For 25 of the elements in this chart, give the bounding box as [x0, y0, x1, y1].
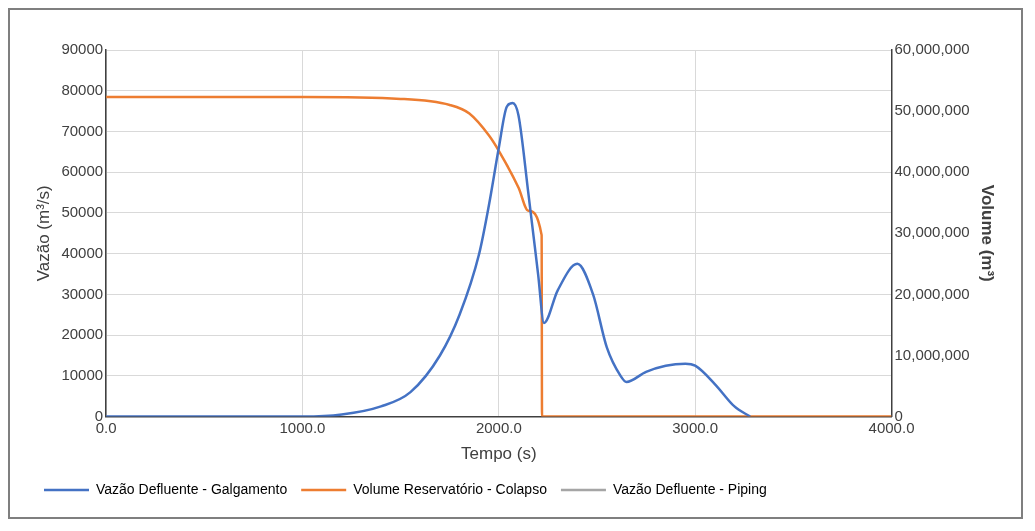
y-axis-title: Vazão (m³/s) [33, 185, 53, 282]
y-tick-label: 60000 [61, 162, 104, 180]
y2-axis-title: Volume (m³) [978, 184, 998, 282]
x-tick-label: 2000.0 [475, 418, 522, 436]
x-axis-title: Tempo (s) [461, 444, 537, 464]
y2-tick-label: 10,000,000 [894, 345, 970, 363]
y-tick-label: 70000 [61, 121, 104, 139]
y2-tick-label: 40,000,000 [894, 162, 970, 180]
y2-tick-label: 30,000,000 [894, 223, 970, 241]
line-series [106, 101, 752, 417]
legend-label: Vazão Defluente - Galgamento [96, 480, 288, 497]
y-tick-label: 30000 [61, 284, 104, 302]
y2-tick-label: 50,000,000 [894, 101, 970, 119]
legend-label: Vazão Defluente - Piping [612, 480, 767, 497]
y-tick-label: 20000 [61, 325, 104, 343]
y-tick-label: 80000 [61, 80, 104, 98]
y-tick-label: 40000 [61, 243, 104, 261]
legend-label: Volume Reservatório - Colapso [353, 480, 548, 497]
x-tick-label: 3000.0 [672, 418, 719, 436]
y-tick-label: 50000 [61, 203, 104, 221]
y2-tick-label: 60,000,000 [894, 40, 970, 58]
y-tick-label: 10000 [61, 366, 104, 384]
y2-tick-label: 20,000,000 [894, 284, 970, 302]
y-tick-label: 90000 [61, 40, 104, 58]
x-tick-label: 1000.0 [279, 418, 326, 436]
